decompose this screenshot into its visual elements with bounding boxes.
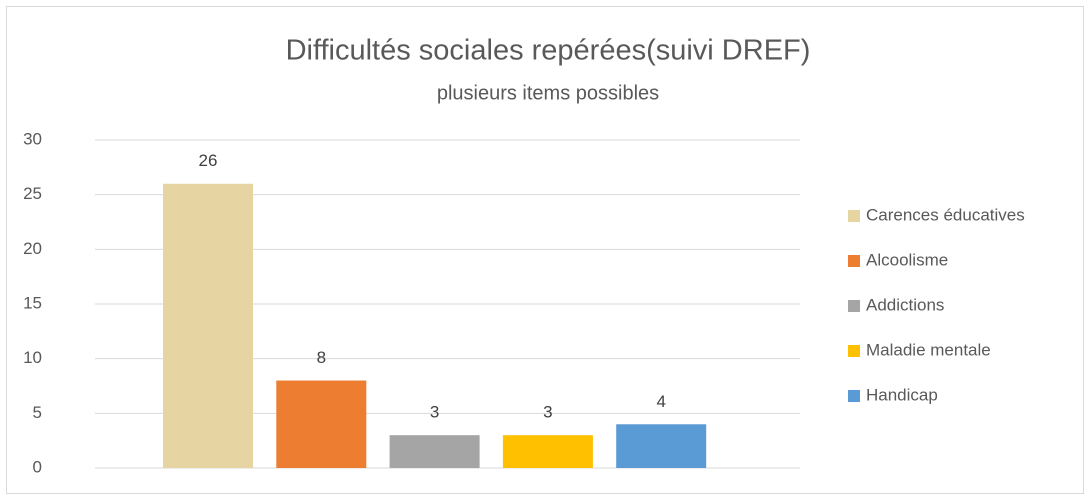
legend-label: Carences éducatives <box>866 205 1025 224</box>
bar <box>276 380 367 468</box>
legend-swatch <box>848 300 860 312</box>
legend-swatch <box>848 255 860 267</box>
y-tick-label: 5 <box>33 403 42 422</box>
legend-swatch <box>848 210 860 222</box>
value-label: 8 <box>317 348 326 367</box>
value-label: 26 <box>199 151 218 170</box>
y-tick-label: 20 <box>23 239 42 258</box>
value-label: 3 <box>430 403 439 422</box>
legend-swatch <box>848 390 860 402</box>
chart-subtitle: plusieurs items possibles <box>437 82 659 104</box>
legend-swatch <box>848 345 860 357</box>
bar <box>502 435 593 468</box>
y-tick-label: 30 <box>23 129 42 148</box>
value-label: 3 <box>543 403 552 422</box>
legend-label: Handicap <box>866 385 938 404</box>
bar <box>616 424 707 468</box>
bar <box>163 183 253 468</box>
y-tick-label: 25 <box>23 184 42 203</box>
legend-label: Alcoolisme <box>866 250 948 269</box>
legend-label: Maladie mentale <box>866 340 991 359</box>
y-tick-label: 10 <box>23 348 42 367</box>
legend-label: Addictions <box>866 295 944 314</box>
value-label: 4 <box>656 392 665 411</box>
chart-title: Difficultés sociales repérées(suivi DREF… <box>286 35 811 67</box>
bar <box>389 435 480 468</box>
y-tick-label: 15 <box>23 293 42 312</box>
y-tick-label: 0 <box>33 457 42 476</box>
